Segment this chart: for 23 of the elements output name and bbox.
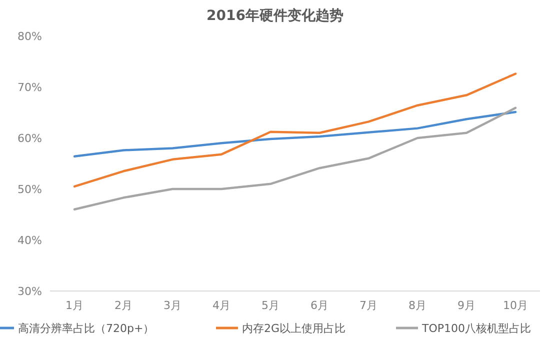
legend-label: TOP100八核机型占比 — [421, 322, 532, 335]
x-tick-label: 10月 — [503, 299, 528, 312]
y-tick-label: 70% — [18, 81, 42, 94]
y-tick-label: 40% — [18, 234, 42, 247]
legend-label: 高清分辨率占比（720p+） — [18, 322, 154, 335]
x-tick-label: 8月 — [408, 299, 426, 312]
x-tick-label: 7月 — [360, 299, 378, 312]
x-tick-label: 2月 — [114, 299, 132, 312]
x-tick-label: 4月 — [212, 299, 230, 312]
x-tick-label: 3月 — [164, 299, 182, 312]
x-tick-label: 1月 — [66, 299, 84, 312]
y-tick-label: 80% — [18, 30, 42, 43]
y-tick-label: 30% — [18, 285, 42, 298]
y-tick-label: 60% — [18, 132, 42, 145]
legend-label: 内存2G以上使用占比 — [242, 322, 346, 335]
line-series — [73, 72, 517, 188]
line-series — [73, 106, 517, 211]
x-tick-label: 6月 — [310, 299, 328, 312]
chart-title: 2016年硬件变化趋势 — [206, 7, 344, 24]
x-tick-label: 5月 — [262, 299, 280, 312]
line-series — [73, 110, 517, 158]
x-tick-label: 9月 — [458, 299, 476, 312]
y-tick-label: 50% — [18, 183, 42, 196]
